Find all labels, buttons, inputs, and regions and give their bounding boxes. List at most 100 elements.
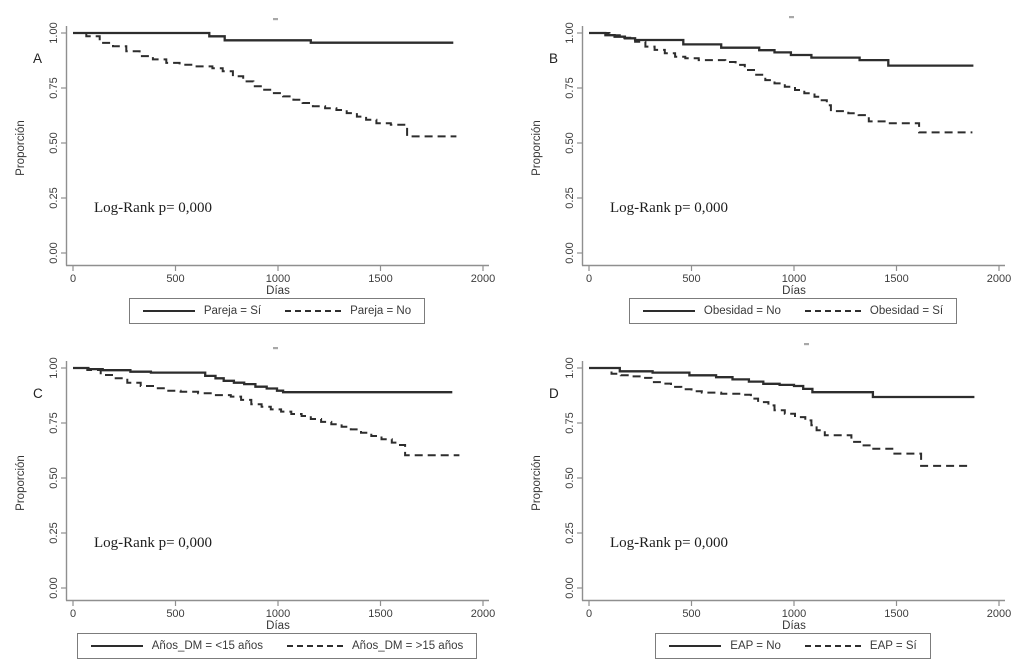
curves-group — [589, 31, 974, 134]
y-tick-label: 0.50 — [48, 467, 60, 488]
y-tick-label: 0.75 — [564, 77, 576, 98]
stray-mark — [804, 343, 809, 346]
stray-mark — [273, 347, 278, 350]
legend-line-solid — [142, 310, 195, 312]
legend-line-dashed — [804, 310, 861, 312]
y-axis-title: Proporción — [15, 455, 27, 511]
panel-b: B 1.00 0.75 0.50 0.25 0.00 0 500 1000 15… — [516, 0, 1032, 335]
y-axis-title: Proporción — [531, 455, 543, 511]
legend-box: Pareja = Sí Pareja = No — [128, 298, 426, 324]
x-tick-label: 2000 — [471, 608, 495, 620]
legend-box: EAP = No EAP = Sí — [655, 633, 931, 659]
legend-label: Pareja = Sí — [203, 305, 262, 317]
x-tick-label: 500 — [166, 608, 184, 620]
x-tick-label: 1500 — [368, 273, 392, 285]
legend-label: Obesidad = No — [703, 305, 781, 317]
x-tick-label: 0 — [586, 608, 592, 620]
log-rank-annotation: Log-Rank p= 0,000 — [610, 535, 728, 551]
y-axis-title: Proporción — [15, 120, 27, 176]
panel-a: A 1.00 0.75 0.50 0.25 0.00 0 500 1000 15… — [0, 0, 516, 335]
y-tick-label: 0.00 — [48, 577, 60, 598]
legend-label: Pareja = No — [350, 305, 412, 317]
x-tick-label: 1000 — [782, 608, 806, 620]
x-tick-label: 0 — [70, 273, 76, 285]
x-tick-label: 500 — [166, 273, 184, 285]
legend-line-solid — [90, 645, 143, 647]
x-tick-label: 1000 — [782, 273, 806, 285]
x-axis-title: Días — [266, 285, 290, 297]
y-tick-label: 0.50 — [564, 132, 576, 153]
km-plot-a: A 1.00 0.75 0.50 0.25 0.00 0 500 1000 15… — [15, 18, 495, 297]
y-tick-label: 0.75 — [564, 412, 576, 433]
km-curve-dashed — [589, 367, 971, 467]
legend-line-dashed — [285, 310, 342, 312]
stray-mark — [789, 16, 794, 19]
panel-letter: C — [33, 386, 43, 401]
y-tick-label: 0.00 — [564, 242, 576, 263]
km-curve-solid — [589, 366, 975, 399]
stray-mark — [273, 18, 278, 21]
x-tick-label: 500 — [682, 273, 700, 285]
x-axis-title: Días — [782, 285, 806, 297]
legend-label: EAP = Sí — [869, 640, 917, 652]
y-tick-label: 1.00 — [48, 22, 60, 43]
x-tick-label: 2000 — [987, 273, 1011, 285]
legend: Pareja = Sí Pareja = No — [0, 298, 516, 324]
y-tick-label: 1.00 — [564, 357, 576, 378]
x-tick-label: 0 — [70, 608, 76, 620]
panel-d: D 1.00 0.75 0.50 0.25 0.00 0 500 1000 15… — [516, 335, 1032, 670]
x-tick-label: 1000 — [266, 608, 290, 620]
legend: Obesidad = No Obesidad = Sí — [516, 298, 1032, 324]
legend-line-dashed — [804, 645, 861, 647]
y-tick-label: 0.75 — [48, 412, 60, 433]
x-tick-label: 0 — [586, 273, 592, 285]
y-tick-label: 0.50 — [564, 467, 576, 488]
curves-group — [73, 366, 460, 457]
panel-letter: A — [33, 51, 42, 66]
x-tick-label: 2000 — [987, 608, 1011, 620]
y-tick-label: 1.00 — [564, 22, 576, 43]
y-tick-label: 0.25 — [564, 522, 576, 543]
km-plot-c: C 1.00 0.75 0.50 0.25 0.00 0 500 1000 15… — [15, 347, 495, 632]
legend: Años_DM = <15 años Años_DM = >15 años — [0, 633, 516, 659]
legend-line-solid — [669, 645, 722, 647]
legend-label: Años_DM = <15 años — [151, 640, 263, 652]
legend-box: Obesidad = No Obesidad = Sí — [628, 298, 958, 324]
legend-box: Años_DM = <15 años Años_DM = >15 años — [76, 633, 478, 659]
log-rank-annotation: Log-Rank p= 0,000 — [610, 200, 728, 216]
curves-group — [589, 366, 975, 467]
log-rank-annotation: Log-Rank p= 0,000 — [94, 200, 212, 216]
x-tick-label: 1500 — [884, 273, 908, 285]
legend: EAP = No EAP = Sí — [516, 633, 1032, 659]
y-tick-label: 0.50 — [48, 132, 60, 153]
km-curve-dashed — [589, 32, 973, 134]
x-tick-label: 2000 — [471, 273, 495, 285]
km-curve-dashed — [73, 32, 457, 138]
y-tick-label: 0.25 — [564, 187, 576, 208]
x-tick-label: 1500 — [884, 608, 908, 620]
panel-c: C 1.00 0.75 0.50 0.25 0.00 0 500 1000 15… — [0, 335, 516, 670]
y-tick-label: 0.25 — [48, 522, 60, 543]
y-tick-label: 1.00 — [48, 357, 60, 378]
legend-label: EAP = No — [730, 640, 781, 652]
legend-line-solid — [642, 310, 695, 312]
km-curve-solid — [73, 366, 453, 394]
y-tick-label: 0.00 — [48, 242, 60, 263]
x-axis-title: Días — [266, 620, 290, 632]
x-tick-label: 500 — [682, 608, 700, 620]
y-axis-title: Proporción — [531, 120, 543, 176]
x-tick-label: 1000 — [266, 273, 290, 285]
panel-letter: B — [549, 51, 558, 66]
curves-group — [73, 31, 457, 138]
y-tick-label: 0.75 — [48, 77, 60, 98]
km-curve-solid — [73, 31, 454, 44]
log-rank-annotation: Log-Rank p= 0,000 — [94, 535, 212, 551]
y-tick-label: 0.25 — [48, 187, 60, 208]
panel-letter: D — [549, 386, 559, 401]
x-axis-title: Días — [782, 620, 806, 632]
km-plot-d: D 1.00 0.75 0.50 0.25 0.00 0 500 1000 15… — [531, 343, 1011, 632]
y-tick-label: 0.00 — [564, 577, 576, 598]
x-tick-label: 1500 — [368, 608, 392, 620]
legend-label: Años_DM = >15 años — [352, 640, 464, 652]
